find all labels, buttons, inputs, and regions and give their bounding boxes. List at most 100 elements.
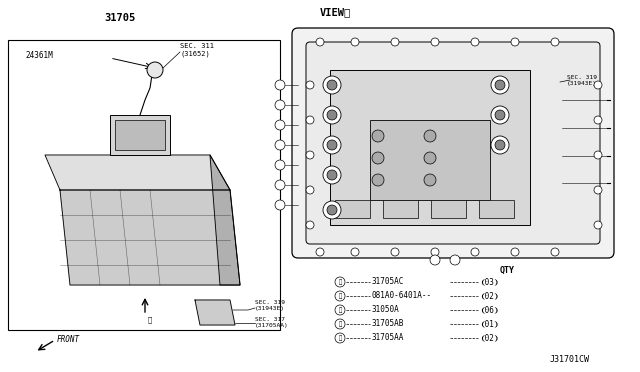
Text: ⓒ: ⓒ	[278, 122, 282, 128]
Circle shape	[372, 174, 384, 186]
Circle shape	[275, 180, 285, 190]
Text: ⓓ: ⓓ	[339, 321, 342, 327]
Text: ⓒ: ⓒ	[278, 182, 282, 188]
Bar	[110, 115, 170, 155]
Circle shape	[594, 186, 602, 194]
Text: 31705AB: 31705AB	[372, 320, 404, 328]
Circle shape	[372, 130, 384, 142]
Bar	[330, 70, 530, 225]
Text: SEC. 319
(31943E): SEC. 319 (31943E)	[567, 75, 597, 86]
Circle shape	[594, 221, 602, 229]
Text: 31705: 31705	[104, 13, 136, 23]
Text: ❨02❩: ❨02❩	[480, 292, 499, 301]
Circle shape	[306, 116, 314, 124]
Circle shape	[147, 62, 163, 78]
Circle shape	[327, 80, 337, 90]
Text: ⓐ: ⓐ	[278, 202, 282, 208]
Text: ❨03❩: ❨03❩	[480, 278, 499, 286]
Text: ⓑ: ⓑ	[339, 293, 342, 299]
Circle shape	[450, 255, 460, 265]
Text: SEC. 319
(31943E): SEC. 319 (31943E)	[255, 300, 285, 311]
Circle shape	[323, 136, 341, 154]
Text: ❨06❩: ❨06❩	[480, 305, 499, 314]
Text: 081A0-6401A--: 081A0-6401A--	[372, 292, 432, 301]
Circle shape	[495, 140, 505, 150]
Circle shape	[327, 205, 337, 215]
Circle shape	[424, 174, 436, 186]
Text: Ⓐ: Ⓐ	[148, 317, 152, 323]
Text: ⓒ: ⓒ	[278, 142, 282, 148]
Circle shape	[495, 80, 505, 90]
Text: QTY: QTY	[500, 266, 515, 275]
Bar	[115, 120, 165, 150]
Circle shape	[511, 38, 519, 46]
Circle shape	[471, 248, 479, 256]
Circle shape	[471, 38, 479, 46]
Text: J31701CW: J31701CW	[550, 356, 590, 365]
Text: SEC. 311
(31652): SEC. 311 (31652)	[180, 43, 214, 57]
Circle shape	[335, 319, 345, 329]
Circle shape	[491, 76, 509, 94]
Circle shape	[372, 152, 384, 164]
Circle shape	[323, 201, 341, 219]
Text: 31050A: 31050A	[372, 305, 400, 314]
Circle shape	[335, 333, 345, 343]
Circle shape	[511, 248, 519, 256]
Circle shape	[391, 248, 399, 256]
Text: ⓐ: ⓐ	[339, 279, 342, 285]
Circle shape	[275, 100, 285, 110]
Polygon shape	[60, 190, 240, 285]
Circle shape	[306, 186, 314, 194]
Bar	[383, 200, 418, 218]
Bar	[479, 200, 514, 218]
Circle shape	[275, 80, 285, 90]
Circle shape	[275, 140, 285, 150]
Circle shape	[306, 221, 314, 229]
Circle shape	[316, 248, 324, 256]
Circle shape	[327, 140, 337, 150]
Text: ⓒ: ⓒ	[339, 307, 342, 313]
Circle shape	[327, 110, 337, 120]
Circle shape	[431, 38, 439, 46]
Circle shape	[431, 248, 439, 256]
Text: FRONT: FRONT	[57, 334, 80, 343]
FancyBboxPatch shape	[292, 28, 614, 258]
Circle shape	[275, 200, 285, 210]
Polygon shape	[195, 300, 235, 325]
Text: 31705AA: 31705AA	[372, 334, 404, 343]
Circle shape	[306, 151, 314, 159]
Bar	[335, 200, 370, 218]
Circle shape	[491, 136, 509, 154]
Circle shape	[323, 76, 341, 94]
Bar	[431, 200, 466, 218]
Text: ❨01❩: ❨01❩	[480, 320, 499, 328]
Circle shape	[495, 110, 505, 120]
Circle shape	[275, 120, 285, 130]
Circle shape	[424, 152, 436, 164]
Circle shape	[551, 248, 559, 256]
Text: ⓒ: ⓒ	[433, 257, 436, 263]
Text: ⓤ: ⓤ	[339, 335, 342, 341]
Circle shape	[351, 248, 359, 256]
Text: ⓑ: ⓑ	[278, 102, 282, 108]
Circle shape	[491, 106, 509, 124]
Circle shape	[551, 38, 559, 46]
Circle shape	[335, 277, 345, 287]
Circle shape	[594, 116, 602, 124]
Text: ⓐ: ⓐ	[278, 82, 282, 88]
Circle shape	[323, 106, 341, 124]
Circle shape	[594, 81, 602, 89]
Circle shape	[327, 170, 337, 180]
Bar	[8, 40, 280, 330]
Bar	[370, 120, 490, 200]
Polygon shape	[210, 155, 240, 285]
Circle shape	[306, 81, 314, 89]
Circle shape	[424, 130, 436, 142]
Polygon shape	[45, 155, 230, 190]
Circle shape	[391, 38, 399, 46]
Circle shape	[430, 255, 440, 265]
Circle shape	[335, 291, 345, 301]
Circle shape	[316, 38, 324, 46]
Text: VIEWⒶ: VIEWⒶ	[320, 7, 351, 17]
Text: SEC. 317
(31705AA): SEC. 317 (31705AA)	[255, 317, 289, 328]
